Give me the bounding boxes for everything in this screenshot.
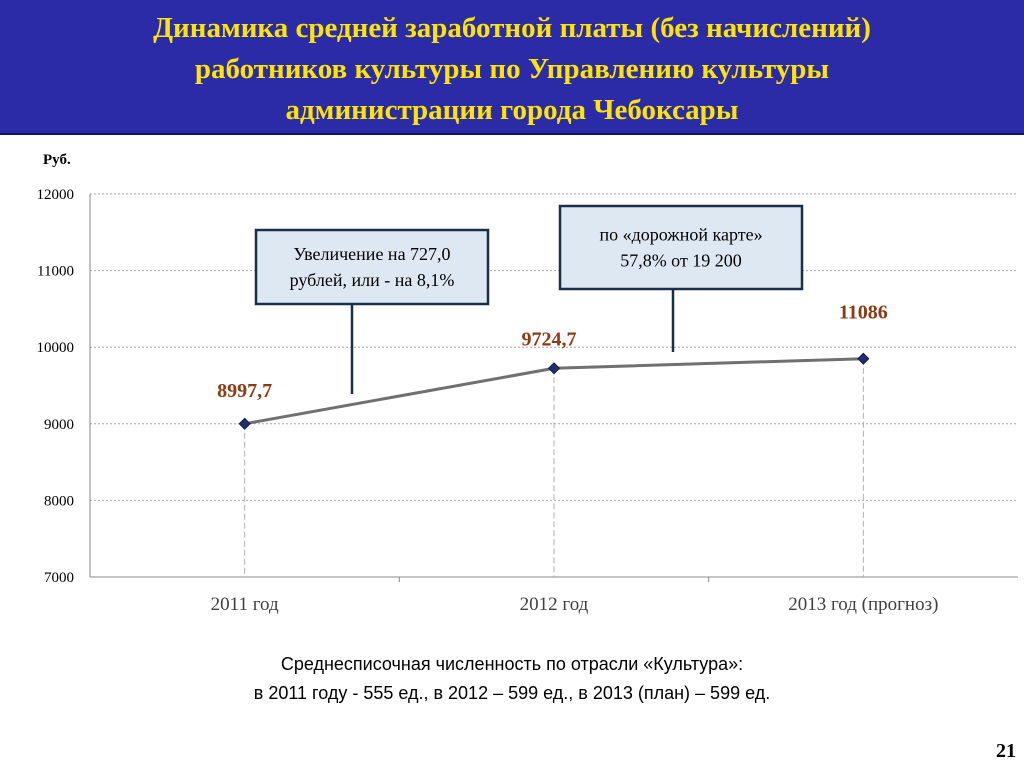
y-tick-label: 12000 bbox=[37, 187, 75, 203]
footer-line: в 2011 году - 555 ед., в 2012 – 599 ед.,… bbox=[253, 683, 771, 703]
footer-note: Среднесписочная численность по отрасли «… bbox=[0, 650, 1024, 708]
header-banner: Динамика средней заработной платы (без н… bbox=[0, 0, 1024, 135]
y-axis-label: Руб. bbox=[43, 152, 71, 168]
page-number: 21 bbox=[996, 740, 1016, 762]
callout-box bbox=[254, 228, 490, 306]
data-label: 11086 bbox=[839, 302, 888, 324]
data-point-marker bbox=[857, 352, 870, 365]
callout-box bbox=[558, 204, 804, 291]
title-line: Динамика средней заработной платы (без н… bbox=[153, 12, 871, 44]
y-tick-label: 8000 bbox=[44, 493, 74, 509]
callout-text: 57,8% от 19 200 bbox=[620, 251, 742, 271]
x-tick-label: 2013 год (прогноз) bbox=[788, 594, 938, 615]
data-label: 8997,7 bbox=[217, 380, 272, 402]
salary-line-chart: 7000 8000 9000 10000 11000 12000 Руб. 8997,7 972… bbox=[37, 152, 1018, 615]
page-title: Динамика средней заработной платы (без н… bbox=[20, 8, 1004, 131]
callout-text: рублей, или - на 8,1% bbox=[290, 270, 455, 290]
callout-text: по «дорожной карте» bbox=[599, 225, 762, 245]
title-line: работников культуры по Управлению культу… bbox=[194, 53, 830, 85]
data-point-marker bbox=[238, 417, 251, 430]
x-tick-label: 2011 год bbox=[211, 594, 279, 615]
x-tick-label: 2012 год bbox=[520, 594, 589, 615]
data-point-marker bbox=[547, 362, 561, 375]
callout-text: Увеличение на 727,0 bbox=[293, 244, 450, 264]
y-tick-label: 11000 bbox=[37, 264, 74, 280]
y-tick-label: 7000 bbox=[44, 570, 74, 586]
footer-line: Среднесписочная численность по отрасли «… bbox=[280, 654, 744, 674]
y-tick-label: 10000 bbox=[37, 340, 75, 356]
data-label: 9724,7 bbox=[522, 328, 577, 350]
title-line: администрации города Чебоксары bbox=[285, 94, 739, 126]
y-tick-label: 9000 bbox=[44, 417, 74, 433]
